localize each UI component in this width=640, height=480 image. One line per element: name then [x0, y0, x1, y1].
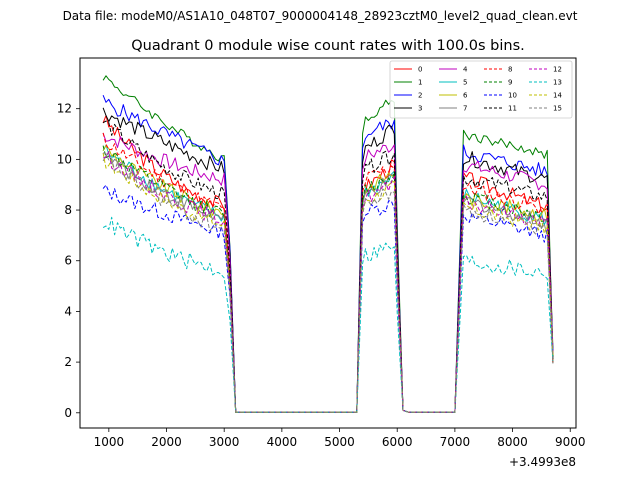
x-tick-label: 9000	[555, 435, 586, 449]
y-tick-label: 8	[64, 203, 72, 217]
series-line-11	[102, 120, 554, 413]
axes-frame	[79, 57, 577, 429]
legend-label-2: 2	[418, 92, 422, 100]
x-tick-label: 1000	[94, 435, 125, 449]
legend-label-5: 5	[463, 79, 467, 87]
chart-title: Quadrant 0 module wise count rates with …	[131, 38, 525, 54]
series-line-2	[102, 95, 554, 413]
x-tick-label: 7000	[440, 435, 471, 449]
series-line-13	[102, 216, 554, 413]
legend-label-10: 10	[508, 92, 517, 100]
y-tick-label: 0	[64, 406, 72, 420]
series-line-15	[102, 152, 554, 413]
x-tick-label: 8000	[497, 435, 528, 449]
legend-label-4: 4	[463, 66, 468, 74]
series-line-14	[102, 152, 554, 413]
series-line-9	[102, 145, 554, 413]
series-line-7	[102, 151, 554, 413]
y-tick-label: 4	[64, 304, 72, 318]
legend-label-1: 1	[418, 79, 422, 87]
legend-label-15: 15	[553, 105, 562, 113]
legend-label-0: 0	[418, 66, 422, 74]
series-line-1	[102, 75, 554, 413]
x-tick-label: 5000	[324, 435, 355, 449]
legend-label-11: 11	[508, 105, 517, 113]
legend-label-12: 12	[553, 66, 562, 74]
series-line-8	[102, 132, 554, 413]
y-tick-label: 2	[64, 355, 72, 369]
y-tick-label: 10	[57, 152, 72, 166]
legend-label-13: 13	[553, 79, 562, 87]
plot-area	[102, 75, 554, 413]
axes: 1000 2000 3000 4000 5000 6000 7000 8000 9000 0 2 4 6…	[57, 102, 586, 449]
x-tick-label: 2000	[151, 435, 182, 449]
figure-suptitle: Data file: modeM0/AS1A10_048T07_90000041…	[63, 9, 578, 23]
legend-label-6: 6	[463, 92, 468, 100]
x-tick-label: 6000	[382, 435, 413, 449]
legend-label-7: 7	[463, 105, 467, 113]
legend-frame	[389, 60, 573, 119]
y-tick-label: 6	[64, 254, 72, 268]
series-line-12	[102, 151, 554, 413]
series-line-10	[102, 184, 554, 413]
x-tick-label: 3000	[209, 435, 240, 449]
legend-label-14: 14	[553, 92, 562, 100]
x-offset-label: +3.4993e8	[509, 455, 576, 469]
legend-label-8: 8	[508, 66, 512, 74]
legend-label-9: 9	[508, 79, 512, 87]
legend-label-3: 3	[418, 105, 422, 113]
x-tick-label: 4000	[267, 435, 298, 449]
y-tick-label: 12	[57, 102, 72, 116]
series-line-3	[102, 107, 554, 413]
